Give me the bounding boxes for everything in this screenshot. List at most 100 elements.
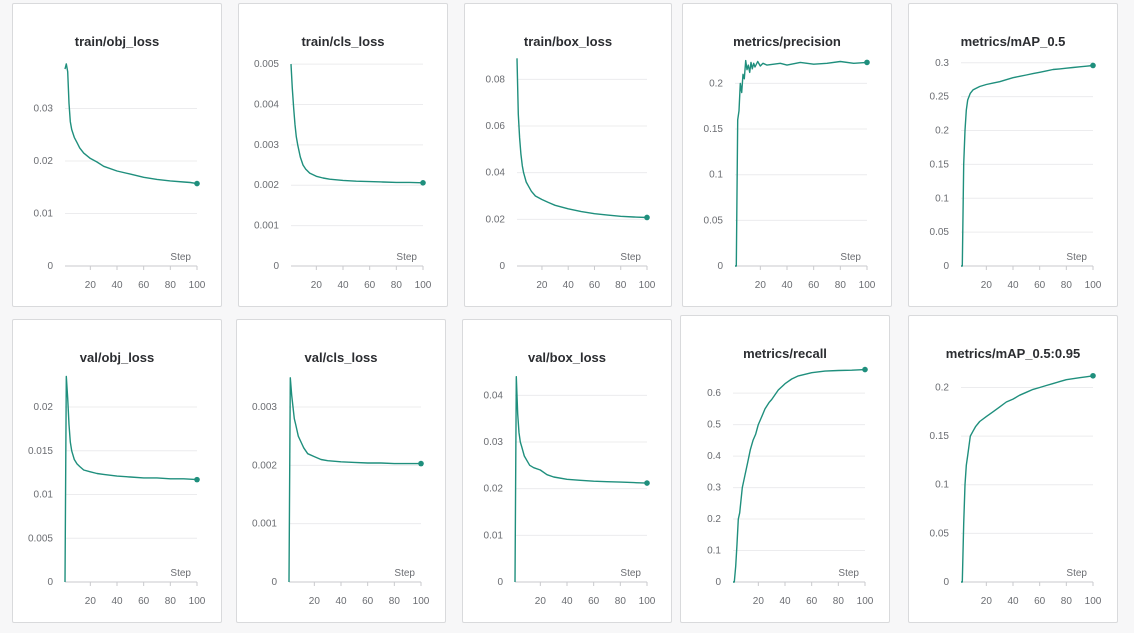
x-tick-label: 20 bbox=[981, 280, 993, 291]
chart-panel: train/cls_loss 0 0.001 0.002 0.003 0.004 0.005… bbox=[238, 3, 448, 307]
x-tick-label: 100 bbox=[413, 596, 430, 607]
y-tick-label: 0.06 bbox=[486, 121, 506, 132]
y-tick-label: 0.2 bbox=[707, 514, 721, 525]
y-tick-label: 0 bbox=[47, 577, 53, 588]
chart-title: train/box_loss bbox=[523, 34, 613, 49]
x-axis-title: Step bbox=[394, 568, 415, 579]
x-tick-label: 60 bbox=[1034, 596, 1046, 607]
y-tick-label: 0.2 bbox=[935, 126, 949, 137]
x-tick-label: 60 bbox=[364, 280, 376, 291]
y-tick-label: 0.1 bbox=[935, 480, 949, 491]
y-tick-label: 0 bbox=[499, 261, 505, 272]
x-axis-title: Step bbox=[840, 252, 861, 263]
chart-title: metrics/precision bbox=[733, 34, 841, 49]
x-tick-label: 100 bbox=[1085, 280, 1102, 291]
y-tick-label: 0.005 bbox=[254, 59, 279, 70]
x-tick-label: 100 bbox=[189, 596, 206, 607]
x-tick-label: 40 bbox=[335, 596, 347, 607]
series-line bbox=[961, 375, 1094, 583]
y-tick-label: 0.3 bbox=[707, 483, 721, 494]
y-tick-label: 0 bbox=[715, 577, 721, 588]
y-tick-label: 0.001 bbox=[254, 221, 279, 232]
chart-plot: 0 0.001 0.002 0.003 0.004 0.005 20 40 60 80 100 Ste… bbox=[254, 59, 432, 291]
x-tick-label: 40 bbox=[779, 596, 791, 607]
y-tick-label: 0.01 bbox=[34, 490, 54, 501]
chart-title: val/cls_loss bbox=[304, 350, 378, 365]
x-tick-label: 40 bbox=[781, 280, 793, 291]
x-tick-label: 100 bbox=[639, 280, 656, 291]
x-axis-title: Step bbox=[170, 252, 191, 263]
y-tick-label: 0.015 bbox=[28, 446, 53, 457]
y-tick-label: 0.005 bbox=[28, 533, 53, 544]
x-tick-label: 100 bbox=[189, 280, 206, 291]
x-tick-label: 20 bbox=[85, 280, 97, 291]
x-tick-label: 40 bbox=[563, 280, 575, 291]
y-tick-label: 0.15 bbox=[930, 431, 950, 442]
y-tick-label: 0.04 bbox=[486, 168, 506, 179]
series-line bbox=[735, 59, 868, 267]
x-tick-label: 80 bbox=[615, 596, 627, 607]
y-tick-label: 0.01 bbox=[34, 209, 54, 220]
y-tick-label: 0.04 bbox=[484, 390, 504, 401]
series-line bbox=[961, 64, 1094, 267]
x-axis-title: Step bbox=[1066, 252, 1087, 263]
y-tick-label: 0 bbox=[271, 577, 277, 588]
x-tick-label: 80 bbox=[391, 280, 403, 291]
y-tick-label: 0.003 bbox=[254, 140, 279, 151]
x-tick-label: 100 bbox=[859, 280, 876, 291]
x-tick-label: 40 bbox=[1007, 596, 1019, 607]
chart-title: metrics/mAP_0.5 bbox=[960, 34, 1066, 49]
x-axis-title: Step bbox=[170, 568, 191, 579]
y-tick-label: 0.02 bbox=[486, 214, 506, 225]
y-tick-label: 0.01 bbox=[484, 530, 504, 541]
x-tick-label: 20 bbox=[311, 280, 323, 291]
chart-plot: 0 0.005 0.01 0.015 0.02 20 40 60 80 100 Step bbox=[28, 375, 206, 607]
x-tick-label: 80 bbox=[833, 596, 845, 607]
y-tick-label: 0.004 bbox=[254, 99, 279, 110]
x-axis-title: Step bbox=[1066, 568, 1087, 579]
y-tick-label: 0 bbox=[497, 577, 503, 588]
x-tick-label: 100 bbox=[857, 596, 874, 607]
y-tick-label: 0 bbox=[47, 261, 53, 272]
chart-panel: val/box_loss 0 0.01 0.02 0.03 0.04 20 40 60 80 100… bbox=[462, 319, 672, 623]
y-tick-label: 0 bbox=[943, 577, 949, 588]
x-tick-label: 60 bbox=[588, 596, 600, 607]
x-tick-label: 60 bbox=[806, 596, 818, 607]
series-end-point bbox=[1090, 372, 1096, 379]
x-tick-label: 100 bbox=[639, 596, 656, 607]
y-tick-label: 0.15 bbox=[704, 124, 724, 135]
chart-panel: train/obj_loss 0 0.01 0.02 0.03 20 40 60 80 100 St… bbox=[12, 3, 222, 307]
x-tick-label: 60 bbox=[362, 596, 374, 607]
y-tick-label: 0.03 bbox=[484, 437, 504, 448]
series-end-point bbox=[194, 180, 200, 187]
series-line bbox=[290, 64, 424, 184]
chart-title: train/cls_loss bbox=[301, 34, 385, 49]
chart-panel: train/box_loss 0 0.02 0.04 0.06 0.08 20 40 60 80 1… bbox=[464, 3, 672, 307]
series-end-point bbox=[420, 180, 426, 186]
chart-plot: 0 0.05 0.1 0.15 0.2 0.25 0.3 20 40 60 80 100 Step bbox=[930, 58, 1102, 291]
chart-panel: metrics/mAP_0.5 0 0.05 0.1 0.15 0.2 0.25 0.3 20 4… bbox=[908, 3, 1118, 307]
chart-panel: metrics/recall 0 0.1 0.2 0.3 0.4 0.5 0.6 20 40 60 8… bbox=[680, 315, 890, 623]
y-tick-label: 0.03 bbox=[34, 104, 54, 115]
y-tick-label: 0.3 bbox=[935, 58, 949, 69]
chart-title: val/box_loss bbox=[527, 350, 607, 365]
x-axis-title: Step bbox=[838, 568, 859, 579]
series-line bbox=[64, 63, 198, 185]
x-tick-label: 40 bbox=[111, 596, 123, 607]
chart-panel: metrics/precision 0 0.05 0.1 0.15 0.2 20 40 60 80… bbox=[682, 3, 892, 307]
y-tick-label: 0.02 bbox=[34, 402, 54, 413]
series-end-point bbox=[864, 59, 870, 66]
y-tick-label: 0.2 bbox=[709, 78, 723, 89]
y-tick-label: 0 bbox=[717, 261, 723, 272]
x-tick-label: 20 bbox=[981, 596, 993, 607]
x-tick-label: 80 bbox=[615, 280, 627, 291]
x-tick-label: 80 bbox=[1061, 280, 1073, 291]
chart-panel: val/cls_loss 0 0.001 0.002 0.003 20 40 60 80 100 S… bbox=[236, 319, 446, 623]
x-axis-title: Step bbox=[620, 252, 641, 263]
series-end-point bbox=[644, 480, 650, 486]
chart-panel: metrics/mAP_0.5:0.95 0 0.05 0.1 0.15 0.2 20 40 6… bbox=[908, 315, 1118, 623]
series-end-point bbox=[644, 214, 650, 221]
y-tick-label: 0.15 bbox=[930, 159, 950, 170]
x-tick-label: 80 bbox=[165, 280, 177, 291]
x-tick-label: 20 bbox=[535, 596, 547, 607]
